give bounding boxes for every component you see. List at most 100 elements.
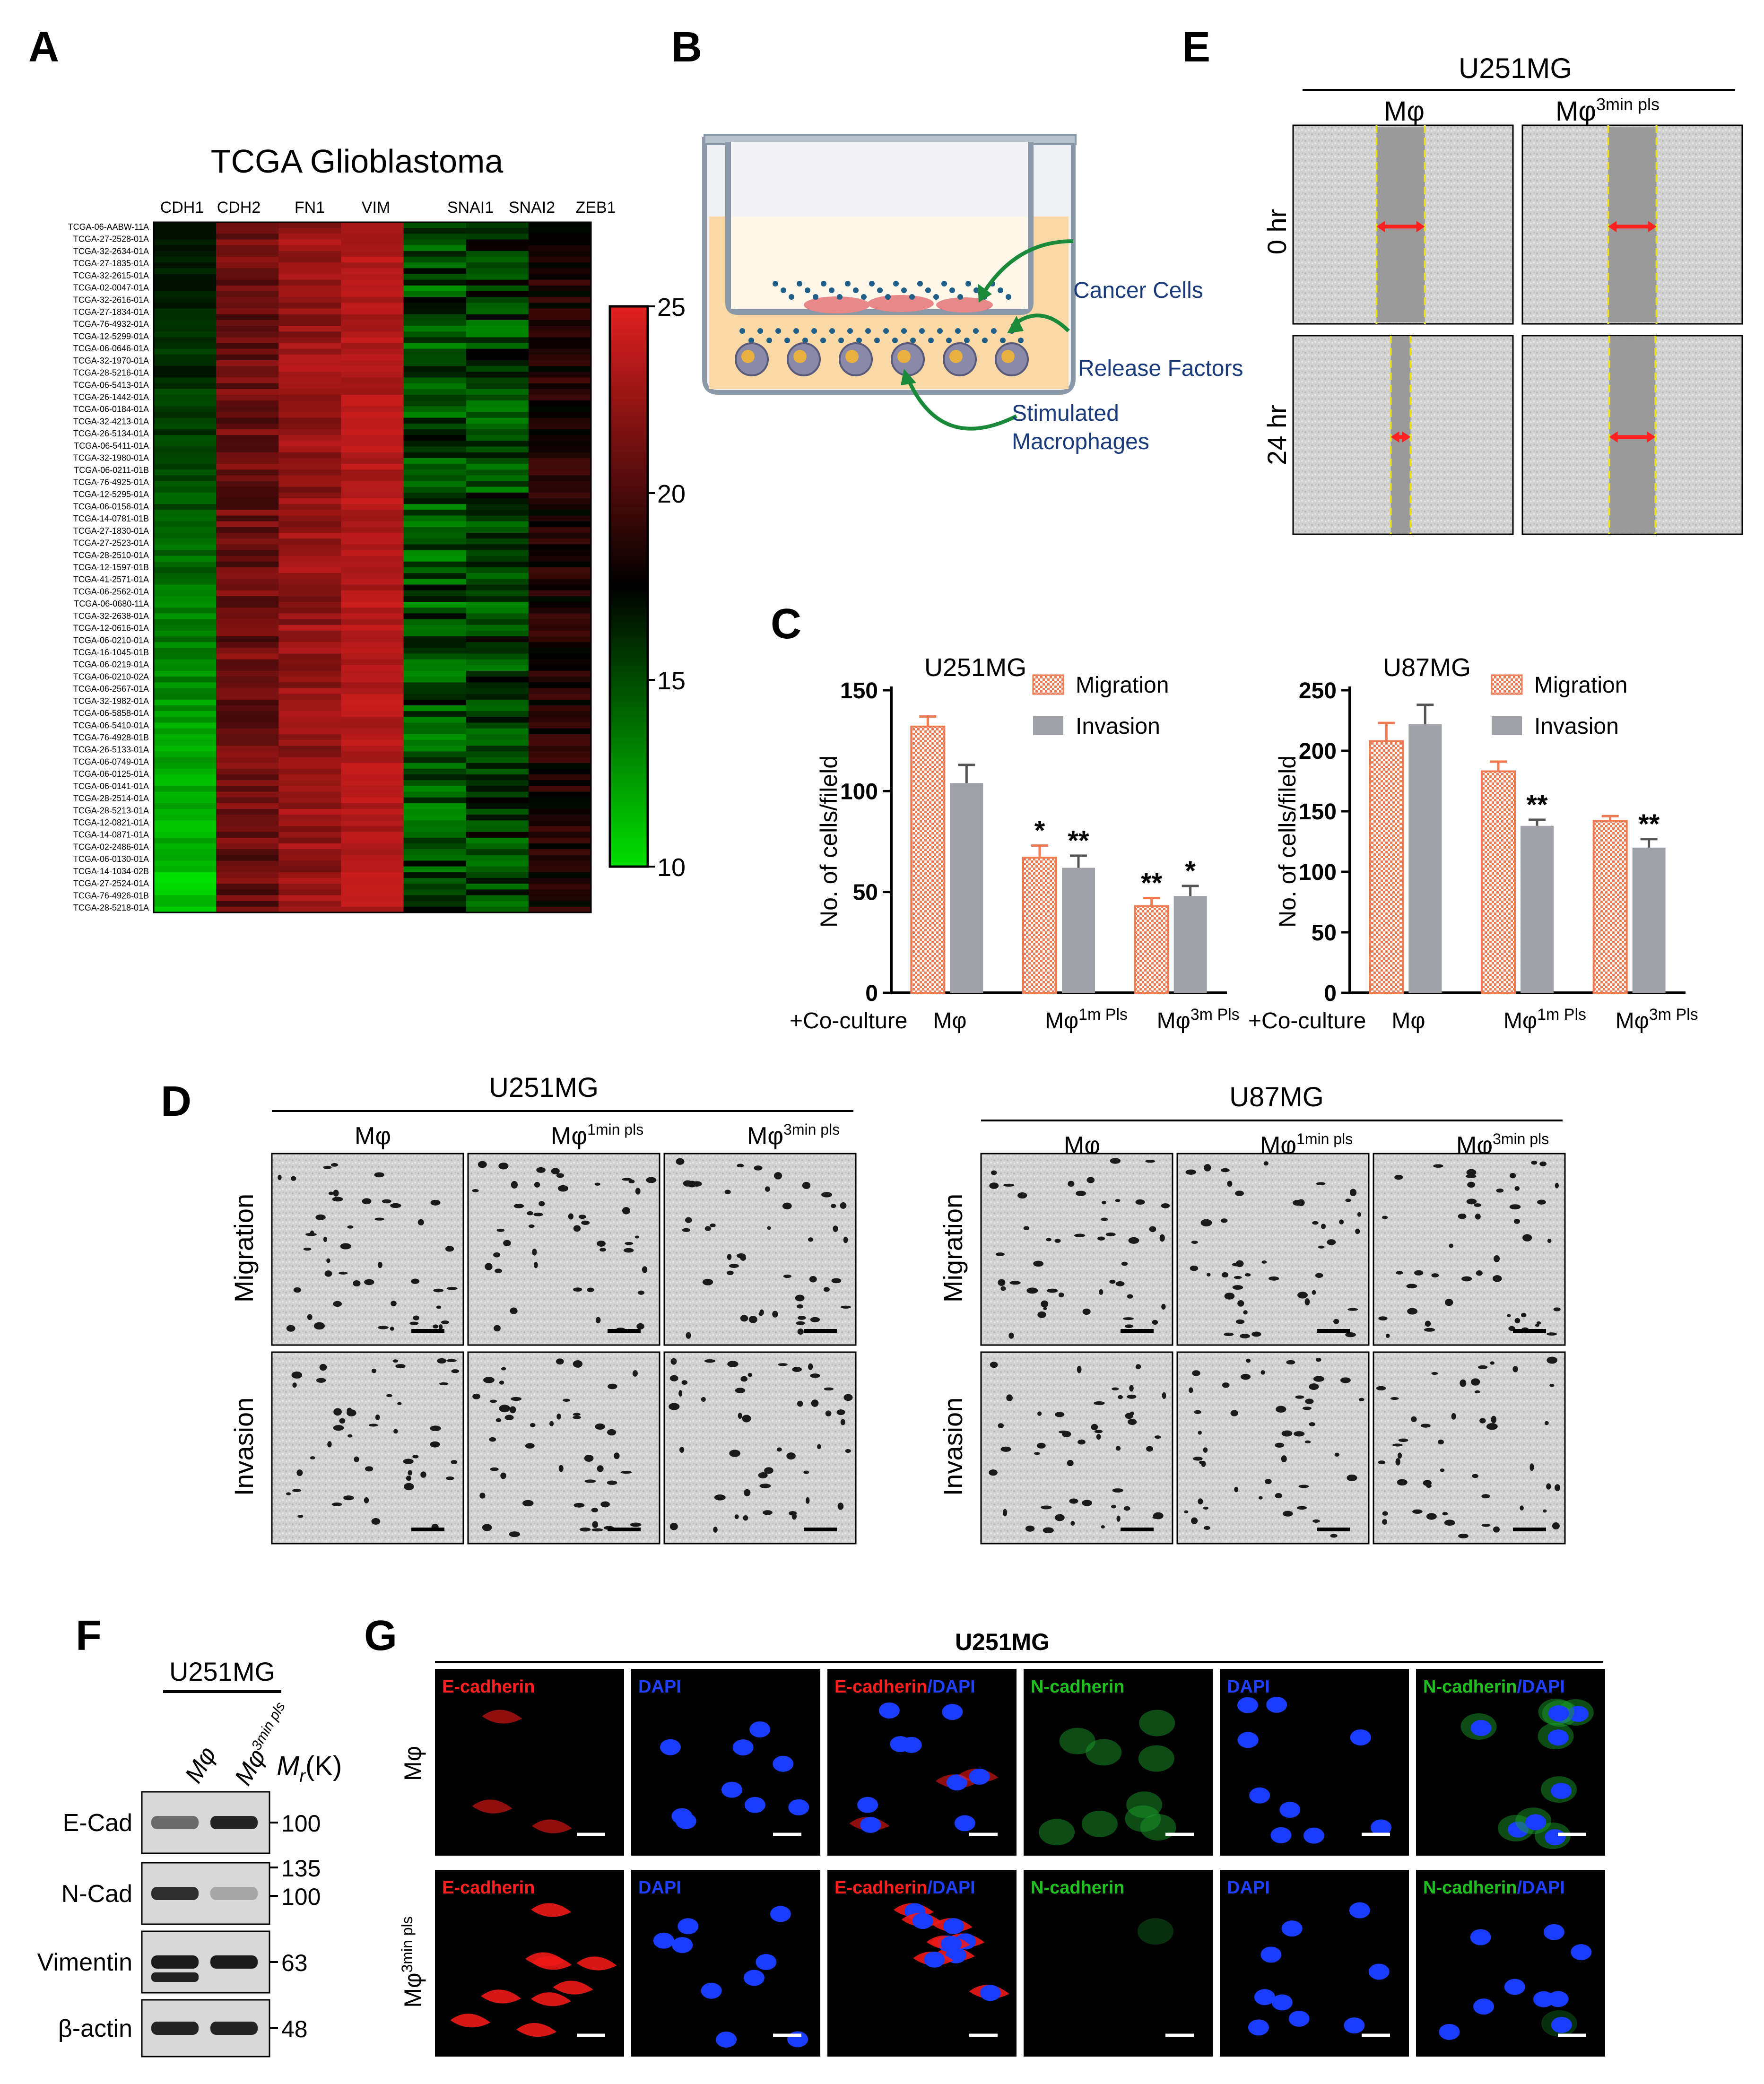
cell [1094, 1401, 1105, 1405]
cell [556, 1358, 564, 1365]
heatmap-cell [216, 279, 279, 286]
heatmap-cell [403, 636, 467, 643]
cell [339, 1271, 348, 1275]
cell [1537, 1199, 1546, 1205]
cell [451, 1460, 458, 1465]
cell [625, 1242, 634, 1245]
heatmap-cell [403, 372, 467, 378]
heatmap-colorbar [608, 305, 649, 868]
cell [1115, 1446, 1121, 1451]
heatmap-cell [154, 533, 217, 539]
heatmap-cell [528, 665, 591, 671]
heatmap-cell [403, 866, 467, 873]
cell [498, 1163, 509, 1170]
d-col-label: Mφ1min pls [551, 1121, 643, 1150]
heatmap-cell [278, 423, 341, 430]
heatmap-cell [216, 458, 279, 464]
heatmap-cell [466, 228, 529, 234]
cell [989, 1182, 999, 1189]
cell [786, 1452, 796, 1460]
heatmap-cell [154, 435, 217, 441]
heatmap-cell [528, 608, 591, 614]
heatmap-cell [341, 740, 404, 746]
heatmap-cell [466, 498, 529, 504]
cell [1295, 1395, 1304, 1399]
heatmap-cell [341, 228, 404, 234]
cell [1198, 1498, 1203, 1505]
mw-marker: 63 [281, 1950, 308, 1976]
heatmap-cell [466, 608, 529, 614]
cell [1451, 1413, 1456, 1420]
heatmap-cell [216, 884, 279, 890]
heatmap-cell [528, 763, 591, 769]
cell [1347, 1308, 1358, 1311]
heatmap-cell [278, 441, 341, 447]
cell [536, 1167, 546, 1173]
heatmap-cell [528, 677, 591, 683]
cell [1376, 1386, 1386, 1391]
heatmap-cell [466, 602, 529, 608]
cell [713, 1527, 718, 1533]
cell [1221, 1272, 1229, 1278]
heatmap-cell [278, 768, 341, 775]
cell [1101, 1525, 1105, 1529]
heatmap-cell [154, 354, 217, 361]
heatmap-col-vim: VIM [362, 199, 390, 217]
heatmap-cell [466, 740, 529, 746]
heatmap-cell [278, 608, 341, 614]
heatmap-cell [403, 366, 467, 372]
transwell-micrograph [271, 1351, 464, 1545]
heatmap-cell [278, 360, 341, 366]
cell [286, 1492, 291, 1495]
heatmap-cell [341, 308, 404, 315]
heatmap-cell [216, 486, 279, 493]
cell [1359, 1398, 1364, 1401]
heatmap-cell [403, 291, 467, 297]
blot-label: N-Cad [61, 1880, 132, 1908]
cancer-cell [868, 295, 934, 312]
heatmap-cell [278, 498, 341, 504]
heatmap-cell [528, 722, 591, 729]
heatmap-cell [154, 417, 217, 424]
heatmap-cell [466, 372, 529, 378]
heatmap-cell [216, 573, 279, 579]
heatmap-cell [403, 648, 467, 654]
cell [1121, 1261, 1128, 1266]
cell [594, 1182, 600, 1186]
y-tick-label: 250 [1299, 678, 1337, 703]
cell [1398, 1452, 1402, 1459]
cell [1055, 1412, 1065, 1417]
cell [1128, 1419, 1137, 1425]
heatmap-cell [466, 849, 529, 855]
dapi-nucleus [770, 1906, 791, 1922]
cell [1479, 1418, 1486, 1424]
cell [608, 1383, 617, 1389]
cell [1152, 1320, 1158, 1325]
cell [740, 1376, 748, 1382]
heatmap-cell [528, 699, 591, 706]
heatmap-cell [278, 274, 341, 280]
heatmap-cell [216, 636, 279, 643]
heatmap-cell [403, 768, 467, 775]
release-factor-dot [829, 328, 835, 334]
cell [1239, 1334, 1251, 1338]
heatmap-cell [466, 613, 529, 619]
tile-label: DAPI [1227, 1878, 1270, 1898]
heatmap-cell [528, 366, 591, 372]
heatmap-cell [278, 348, 341, 355]
cell [630, 1522, 642, 1527]
heatmap-cell [466, 395, 529, 401]
cell [316, 1378, 326, 1383]
cell [597, 1465, 604, 1472]
cell [1433, 1164, 1443, 1168]
cell [404, 1483, 414, 1491]
cell [1407, 1308, 1418, 1315]
cell [1396, 1271, 1403, 1275]
heatmap-cell [466, 653, 529, 660]
heatmap-cell [216, 423, 279, 430]
heatmap-cell [403, 596, 467, 602]
heatmap-cell [528, 383, 591, 390]
heatmap-cell [216, 579, 279, 585]
heatmap-cell [216, 734, 279, 740]
heatmap-cell [528, 417, 591, 424]
